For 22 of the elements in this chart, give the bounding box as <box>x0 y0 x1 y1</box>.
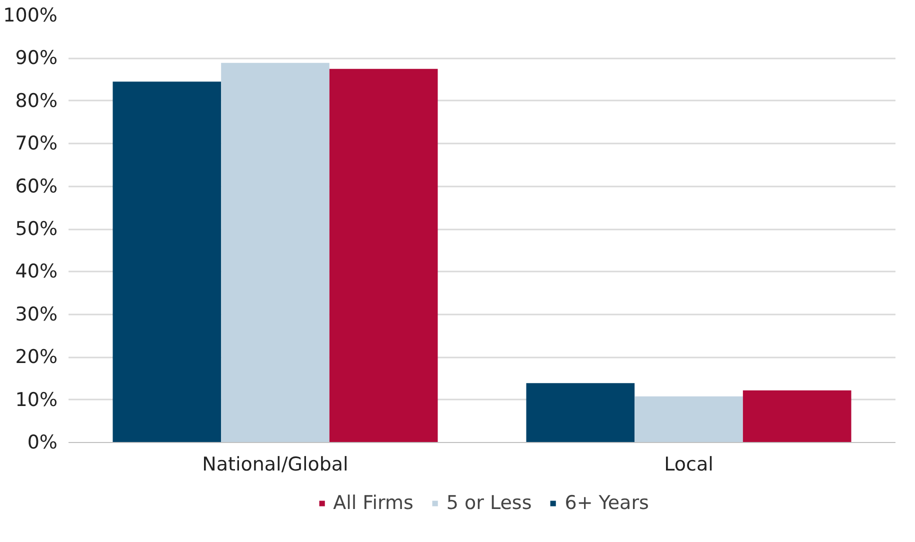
y-tick-label: 60% <box>15 175 58 198</box>
bar <box>112 82 222 442</box>
y-tick-label: 0% <box>27 432 58 454</box>
y-tick-label: 50% <box>15 218 58 240</box>
x-tick-label: National/Global <box>202 454 348 476</box>
y-tick-label: 70% <box>15 132 58 155</box>
x-tick-label: Local <box>664 454 714 476</box>
y-tick-label: 40% <box>15 260 58 283</box>
legend-label: All Firms <box>333 492 414 514</box>
bar <box>526 383 635 442</box>
bar <box>634 396 743 442</box>
bar <box>329 68 438 442</box>
y-tick-label: 100% <box>3 4 58 26</box>
y-tick-label: 90% <box>15 47 58 70</box>
bar <box>742 390 852 442</box>
y-tick-label: 80% <box>15 90 58 112</box>
legend-label: 6+ Years <box>564 492 649 514</box>
bar <box>221 62 330 442</box>
legend-label: 5 or Less <box>446 492 532 514</box>
y-tick-label: 20% <box>15 346 58 368</box>
y-tick-label: 30% <box>15 303 58 326</box>
y-tick-label: 10% <box>15 388 58 411</box>
